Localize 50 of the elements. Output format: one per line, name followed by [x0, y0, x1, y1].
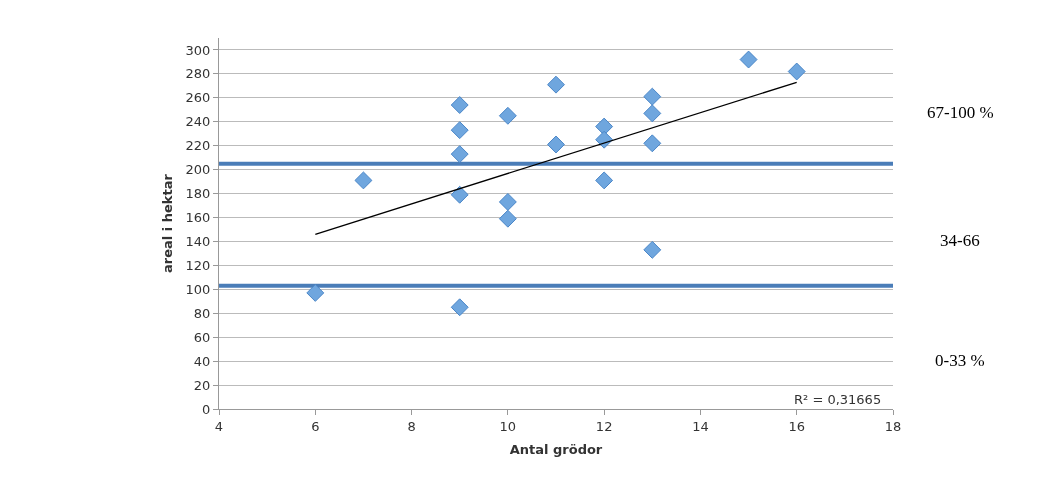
y-tick-label: 220: [185, 138, 211, 154]
point: [450, 96, 469, 114]
y-tick-label: 200: [185, 162, 211, 178]
point: [306, 283, 325, 302]
x-tick-label: 4: [214, 418, 224, 434]
point: [354, 171, 373, 190]
x-tick-label: 10: [499, 418, 517, 434]
point: [450, 145, 469, 164]
y-tick-label: 140: [185, 234, 211, 249]
text: 34-66: [940, 231, 980, 250]
x-tick-label: 14: [692, 418, 709, 434]
x-tick-label: 8: [407, 418, 416, 434]
point: [547, 135, 565, 154]
y-tick-label: 240: [185, 114, 211, 130]
point: [595, 171, 614, 190]
y-axis-title: areal i hektar: [159, 173, 175, 273]
y-tick-label: 20: [193, 377, 211, 393]
point: [643, 87, 662, 106]
y-tick-label: 280: [185, 66, 211, 82]
point: [787, 62, 806, 81]
point: [739, 50, 758, 69]
y-tick-label: 0: [202, 401, 211, 417]
y-tick-label: 40: [193, 353, 211, 369]
point: [498, 209, 517, 228]
point: [450, 185, 469, 204]
point: [450, 298, 469, 317]
point: [450, 121, 469, 140]
y-tick-label: 60: [193, 329, 211, 345]
y-tick-label: 160: [185, 210, 211, 226]
annotation: R² = 0,31665: [794, 392, 882, 407]
y-tick-label: 120: [185, 257, 211, 273]
x-tick-label: 18: [884, 418, 902, 434]
text: 0-33 %: [935, 351, 985, 370]
point: [547, 75, 565, 94]
point: [498, 106, 517, 125]
y-tick-label: 180: [185, 186, 211, 202]
point: [643, 134, 662, 153]
point: [643, 240, 662, 259]
y-tick-label: 300: [185, 42, 211, 58]
x-tick-label: 12: [595, 418, 613, 434]
x-tick-label: 16: [788, 418, 805, 434]
x-axis-title: Antal grödor: [509, 442, 603, 458]
y-tick-label: 100: [185, 281, 211, 297]
point: [595, 117, 614, 136]
text: 67-100 %: [927, 103, 994, 122]
x-tick-label: 6: [311, 418, 320, 434]
y-tick-label: 80: [193, 305, 211, 321]
point: [498, 193, 517, 211]
point: [643, 104, 662, 123]
y-tick-label: 260: [185, 90, 211, 106]
